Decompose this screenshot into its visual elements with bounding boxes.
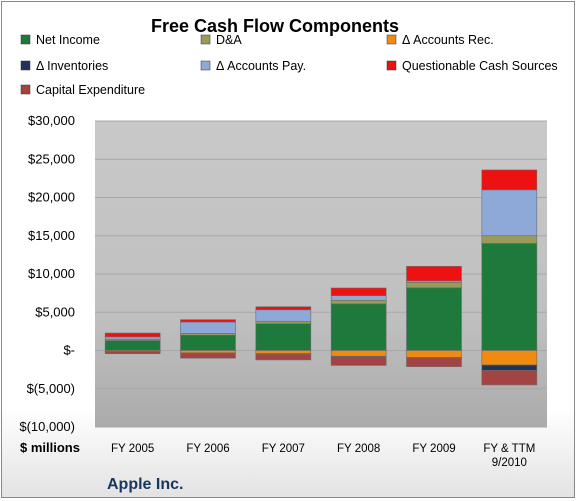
legend-item-questionable-cash-sources: Questionable Cash Sources bbox=[386, 59, 558, 73]
legend-item-accounts-pay: Δ Accounts Pay. bbox=[200, 59, 306, 73]
bar-group-fy-2006 bbox=[180, 319, 236, 359]
bar-segment-d-a bbox=[255, 320, 312, 325]
x-tick-label: FY 2007 bbox=[262, 443, 305, 455]
bar-segment-questionable-cash-sources bbox=[481, 169, 538, 191]
legend-label: D&A bbox=[216, 33, 242, 47]
bar-segment-capital-expenditure bbox=[255, 353, 312, 361]
bar-segment-inventories bbox=[481, 364, 538, 371]
y-tick-label: $(10,000) bbox=[19, 419, 75, 434]
bar-segment-questionable-cash-sources bbox=[104, 332, 161, 338]
bar-segment-accounts-rec bbox=[406, 350, 462, 358]
bars bbox=[104, 169, 538, 386]
bar-segment-questionable-cash-sources bbox=[406, 266, 462, 282]
bar-segment-accounts-pay bbox=[330, 295, 387, 301]
legend-label: Capital Expenditure bbox=[36, 83, 145, 97]
bar-segment-net-income bbox=[104, 340, 161, 351]
bar-segment-accounts-pay bbox=[255, 309, 312, 322]
x-tick-label: FY 2009 bbox=[412, 443, 455, 455]
bar-group-fy-ttm-9-2010 bbox=[481, 169, 538, 386]
bar-segment-d-a bbox=[406, 282, 462, 289]
y-tick-label: $(5,000) bbox=[27, 381, 75, 396]
bar-segment-accounts-rec bbox=[481, 350, 538, 366]
legend-item-d-a: D&A bbox=[200, 33, 242, 47]
legend-swatch bbox=[200, 60, 211, 71]
legend-label: Δ Accounts Pay. bbox=[216, 59, 306, 73]
bar-segment-accounts-rec bbox=[180, 350, 236, 354]
bar-segment-d-a bbox=[481, 235, 538, 244]
gridlines bbox=[95, 120, 547, 428]
y-tick-label: $- bbox=[63, 343, 75, 358]
legend-label: Δ Accounts Rec. bbox=[402, 33, 494, 47]
bar-segment-accounts-pay bbox=[481, 189, 538, 237]
bar-segment-capital-expenditure bbox=[330, 356, 387, 366]
bar-group-fy-2008 bbox=[330, 287, 387, 366]
legend-swatch bbox=[20, 84, 31, 95]
legend: Net Income D&A Δ Accounts Rec. Δ Inventorie… bbox=[20, 33, 558, 97]
legend-item-net-income: Net Income bbox=[20, 33, 100, 47]
bar-segment-net-income bbox=[406, 287, 462, 351]
bar-segment-net-income bbox=[330, 303, 387, 351]
legend-swatch bbox=[200, 34, 211, 45]
x-tick-label: FY & TTM 9/2010 bbox=[483, 443, 535, 469]
legend-label: Δ Inventories bbox=[36, 59, 108, 73]
legend-swatch bbox=[386, 34, 397, 45]
bar-segment-d-a bbox=[330, 299, 387, 305]
bar-segment-capital-expenditure bbox=[481, 370, 538, 386]
bar-segment-accounts-pay bbox=[180, 321, 236, 334]
y-tick-label: $20,000 bbox=[28, 190, 75, 205]
legend-label: Net Income bbox=[36, 33, 100, 47]
bar-segment-capital-expenditure bbox=[104, 351, 161, 355]
y-tick-label: $25,000 bbox=[28, 151, 75, 166]
bar-segment-accounts-rec bbox=[330, 350, 387, 357]
y-unit-label: $ millions bbox=[20, 440, 80, 455]
bar-segment-questionable-cash-sources bbox=[180, 319, 236, 323]
legend-item-accounts-rec: Δ Accounts Rec. bbox=[386, 33, 494, 47]
x-tick-label: FY 2005 bbox=[111, 443, 154, 455]
bar-segment-capital-expenditure bbox=[406, 357, 462, 367]
bar-group-fy-2009 bbox=[406, 266, 462, 367]
y-tick-label: $30,000 bbox=[28, 113, 75, 128]
bar-segment-questionable-cash-sources bbox=[255, 306, 312, 311]
y-tick-label: $10,000 bbox=[28, 266, 75, 281]
company-label: Apple Inc. bbox=[107, 476, 183, 493]
bar-segment-accounts-rec bbox=[255, 350, 312, 354]
bar-segment-net-income bbox=[255, 323, 312, 351]
bar-segment-questionable-cash-sources bbox=[330, 287, 387, 296]
y-tick-label: $15,000 bbox=[28, 228, 75, 243]
legend-item-inventories: Δ Inventories bbox=[20, 59, 108, 73]
bar-segment-capital-expenditure bbox=[180, 353, 236, 359]
y-tick-label: $5,000 bbox=[35, 304, 75, 319]
bar-segment-accounts-pay bbox=[104, 336, 161, 340]
y-axis: $30,000 $25,000 $20,000 $15,000 $10,000 $5,00… bbox=[19, 113, 75, 434]
legend-swatch bbox=[20, 34, 31, 45]
bar-group-fy-2007 bbox=[255, 306, 312, 361]
x-axis: FY 2005 FY 2006 FY 2007 FY 2008 FY 2009 FY & … bbox=[111, 443, 535, 469]
bar-group-fy-2005 bbox=[104, 332, 161, 355]
bar-segment-net-income bbox=[481, 243, 538, 351]
legend-label: Questionable Cash Sources bbox=[402, 59, 558, 73]
legend-swatch bbox=[20, 60, 31, 71]
legend-swatch bbox=[386, 60, 397, 71]
x-tick-label: FY 2008 bbox=[337, 443, 380, 455]
chart-title: Free Cash Flow Components bbox=[151, 16, 399, 36]
x-tick-label: FY 2006 bbox=[186, 443, 229, 455]
legend-item-capital-expenditure: Capital Expenditure bbox=[20, 83, 145, 97]
bar-segment-net-income bbox=[180, 334, 236, 351]
